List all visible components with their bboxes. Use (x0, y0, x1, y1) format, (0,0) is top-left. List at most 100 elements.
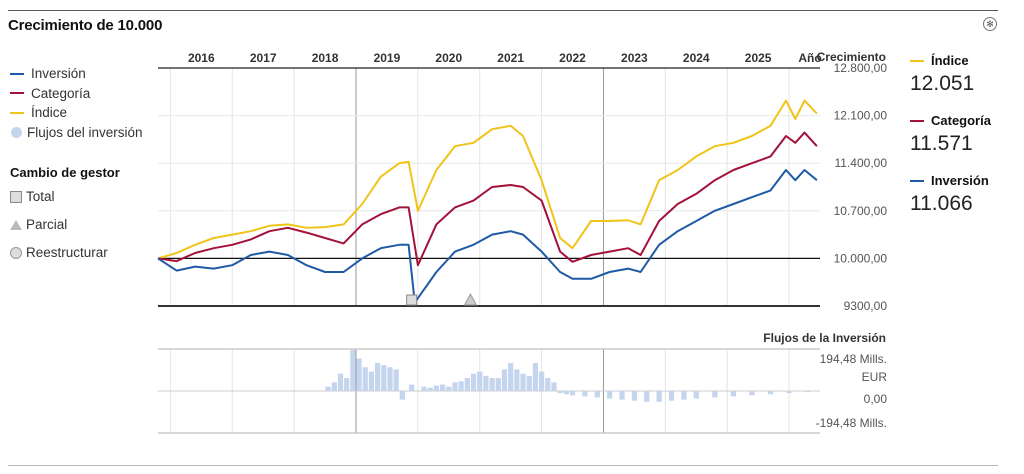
flow-bar (439, 384, 446, 391)
flow-bar (693, 391, 699, 399)
x-tick-label: 2021 (497, 51, 524, 65)
line-swatch-icon (910, 119, 924, 122)
summary-indice: Índice 12.051 (910, 53, 1010, 96)
x-axis-label: Año (798, 51, 821, 65)
x-tick-label: 2024 (683, 51, 710, 65)
series-line-Categoría (157, 131, 818, 267)
flow-bar (557, 391, 563, 394)
line-swatch-icon (10, 111, 24, 114)
flow-bar (470, 373, 477, 391)
flow-bar (483, 375, 489, 391)
summary-value: 11.571 (910, 132, 973, 155)
manager-change-reestructurar[interactable]: Reestructurar (10, 245, 108, 260)
square-icon (10, 190, 22, 203)
legend-label: Índice (31, 105, 68, 121)
marker-parcial (463, 292, 478, 306)
flow-bar (350, 349, 356, 391)
flow-bar (375, 362, 381, 391)
x-tick-label: 2016 (188, 51, 215, 65)
flows-tick-label: 194,48 Mills. (820, 352, 887, 366)
manager-change-title: Cambio de gestor (10, 165, 120, 180)
y-tick-label: 12.100,00 (834, 109, 888, 123)
flow-bar (452, 382, 458, 391)
flow-bar (656, 391, 662, 402)
flow-bar (409, 384, 415, 391)
legend-item-indice[interactable]: Índice (10, 103, 160, 123)
legend-label: Flujos del inversión (27, 124, 143, 140)
flow-bar (477, 371, 483, 391)
legend-label: Inversión (31, 66, 86, 82)
flow-bar (501, 369, 508, 391)
y-axis-label: Crecimiento (817, 50, 886, 64)
line-swatch-icon (10, 72, 24, 75)
series-line-Índice (157, 99, 818, 260)
x-tick-label: 2018 (312, 51, 339, 65)
line-swatch-icon (10, 92, 24, 95)
flow-bar (433, 385, 440, 391)
flow-bar (368, 371, 375, 391)
flow-bar (569, 391, 576, 396)
flow-bar (514, 369, 520, 391)
flows-tick-label: -194,48 Mills. (816, 416, 887, 430)
manager-change-label: Parcial (26, 217, 68, 232)
flow-bar (712, 391, 718, 398)
flow-bar (631, 391, 638, 401)
flow-bar (804, 391, 811, 393)
summary-value: 12.051 (910, 72, 975, 95)
flow-bar (337, 373, 344, 391)
summary-name: Inversión (931, 173, 989, 188)
x-tick-label: 2023 (621, 51, 648, 65)
flow-bar (427, 387, 433, 391)
y-tick-label: 9300,00 (844, 299, 888, 313)
summary-name: Categoría (931, 113, 991, 128)
x-tick-label: 2017 (250, 51, 277, 65)
summary-value: 11.066 (910, 192, 973, 215)
manager-change-total[interactable]: Total (10, 189, 55, 204)
dot-swatch-icon (11, 126, 22, 138)
manager-change-label: Total (26, 189, 55, 204)
manager-change-parcial[interactable]: Parcial (10, 217, 67, 232)
flow-bar (594, 391, 600, 398)
flow-bar (458, 381, 464, 391)
flow-bar (551, 382, 557, 391)
line-swatch-icon (910, 179, 924, 182)
flow-bar (381, 365, 387, 391)
x-tick-label: 2022 (559, 51, 586, 65)
flow-bar (644, 391, 650, 402)
flow-bar (563, 391, 569, 395)
series-line-Inversión (157, 169, 818, 304)
flow-bar (325, 386, 331, 391)
flow-bar (749, 391, 755, 396)
line-swatch-icon (910, 59, 924, 62)
flow-bar (520, 373, 526, 391)
circle-icon (10, 246, 22, 259)
flow-bar (582, 391, 588, 397)
legend-item-flujos[interactable]: Flujos del inversión (10, 123, 160, 143)
flow-bar (356, 358, 362, 391)
summary-categoria: Categoría 11.571 (910, 113, 1010, 156)
flow-bar (526, 375, 532, 391)
legend-label: Categoría (31, 85, 91, 101)
manager-change-label: Reestructurar (26, 245, 108, 260)
flow-bar (538, 371, 545, 391)
marker-total (406, 294, 418, 306)
flow-bar (619, 391, 625, 400)
y-tick-label: 10.700,00 (834, 204, 888, 218)
summary-inversion: Inversión 11.066 (910, 173, 1010, 216)
flow-bar (545, 378, 551, 391)
legend-item-inversion[interactable]: Inversión (10, 64, 160, 84)
triangle-icon (10, 219, 22, 230)
flows-unit-label: EUR (862, 370, 888, 384)
gear-icon[interactable]: ✻ (983, 17, 997, 31)
flow-bar (489, 378, 495, 391)
x-tick-label: 2019 (374, 51, 401, 65)
flow-bar (399, 391, 406, 400)
legend-item-categoria[interactable]: Categoría (10, 84, 160, 104)
flow-bar (681, 391, 687, 400)
flow-bar (344, 378, 350, 391)
flows-title: Flujos de la Inversión (763, 331, 886, 345)
y-tick-label: 12.800,00 (834, 61, 888, 75)
flow-bar (446, 386, 452, 391)
flow-bar (421, 386, 427, 391)
flow-bar (786, 391, 792, 394)
